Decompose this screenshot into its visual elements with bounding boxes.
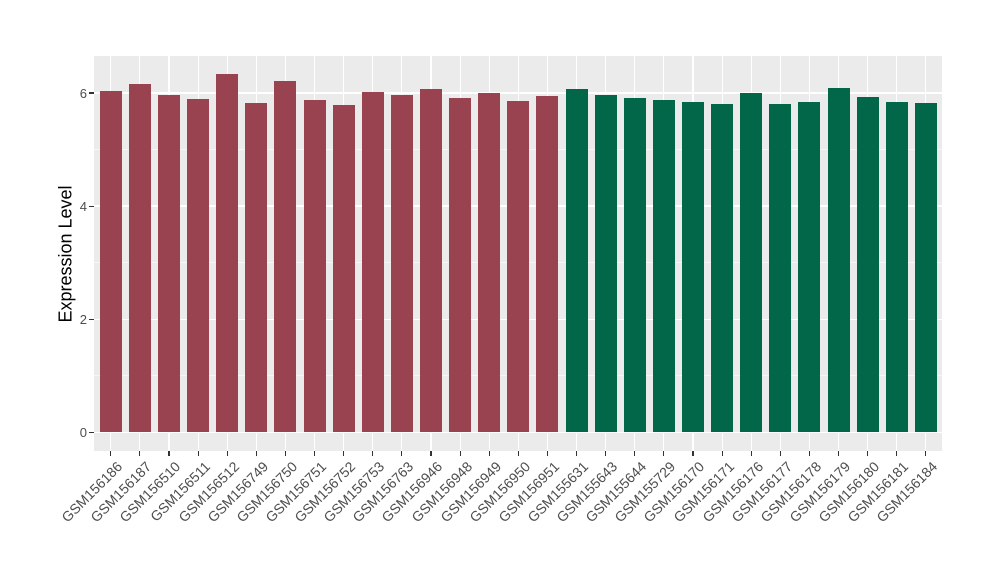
bar-GSM156177: [769, 103, 792, 433]
x-axis-tick: [197, 451, 199, 456]
bar-GSM155729: [652, 99, 675, 433]
y-axis-title: Expression Level: [55, 184, 76, 323]
bar-GSM156950: [507, 100, 530, 433]
bar-GSM156949: [478, 93, 501, 433]
x-axis-tick: [255, 451, 257, 456]
bar-GSM156948: [449, 98, 472, 433]
gridline-horizontal-major: [94, 92, 942, 94]
x-axis-tick: [634, 451, 636, 456]
y-tick-label: 2: [79, 311, 87, 327]
bar-GSM156510: [158, 94, 181, 433]
bar-GSM156752: [332, 104, 355, 433]
bar-GSM156181: [885, 102, 908, 433]
x-axis-tick: [925, 451, 927, 456]
bar-GSM155643: [594, 95, 617, 433]
bar-GSM156176: [740, 93, 763, 433]
bar-GSM156180: [856, 96, 879, 433]
bar-GSM156512: [216, 74, 239, 433]
y-axis-tick: [89, 318, 94, 320]
x-axis-tick: [168, 451, 170, 456]
y-axis-tick: [89, 431, 94, 434]
bar-GSM156171: [711, 103, 734, 433]
x-axis-tick: [488, 451, 490, 456]
x-axis-tick: [896, 451, 898, 456]
x-axis-tick: [808, 451, 811, 456]
bar-GSM156751: [303, 99, 326, 433]
x-axis-tick: [575, 451, 578, 456]
bar-GSM156951: [536, 96, 559, 433]
bar-GSM156749: [245, 102, 268, 433]
x-axis-tick: [313, 451, 316, 456]
x-axis-tick: [139, 451, 141, 456]
x-axis-tick: [401, 451, 403, 456]
bar-GSM156178: [798, 101, 821, 433]
x-axis-tick: [750, 451, 752, 456]
y-axis-tick: [89, 205, 94, 207]
x-axis-tick: [692, 451, 694, 456]
x-axis-tick: [226, 451, 228, 456]
y-tick-label: 6: [79, 85, 87, 101]
plot-panel: [94, 56, 942, 451]
x-axis-tick: [546, 451, 549, 456]
x-axis-tick: [721, 451, 723, 456]
x-axis-tick: [517, 451, 519, 456]
x-axis-tick: [837, 451, 840, 456]
x-axis-tick: [459, 451, 461, 456]
bar-GSM155631: [565, 89, 588, 433]
bar-GSM156750: [274, 81, 297, 433]
bar-GSM156753: [361, 92, 384, 433]
x-axis-tick: [430, 451, 432, 456]
bar-GSM156763: [390, 94, 413, 433]
bar-GSM156170: [682, 102, 704, 433]
bar-GSM156946: [420, 89, 442, 433]
gridline-horizontal-major: [94, 431, 942, 434]
bar-GSM156184: [914, 103, 937, 433]
x-axis-tick: [779, 451, 781, 456]
x-axis-tick: [343, 451, 345, 456]
y-tick-label: 4: [79, 198, 87, 214]
x-axis-tick: [284, 451, 287, 456]
x-axis-tick: [663, 451, 665, 456]
y-tick-label: 0: [79, 425, 87, 440]
bar-GSM155644: [623, 97, 646, 433]
bar-GSM156511: [187, 98, 210, 433]
x-axis-tick: [110, 451, 112, 456]
bar-GSM156186: [99, 90, 122, 433]
x-axis-tick: [605, 451, 607, 456]
x-axis-tick: [867, 451, 869, 456]
y-axis-tick: [89, 92, 94, 94]
bar-GSM156179: [827, 87, 850, 433]
x-axis-tick: [372, 451, 374, 456]
bar-GSM156187: [128, 83, 151, 433]
